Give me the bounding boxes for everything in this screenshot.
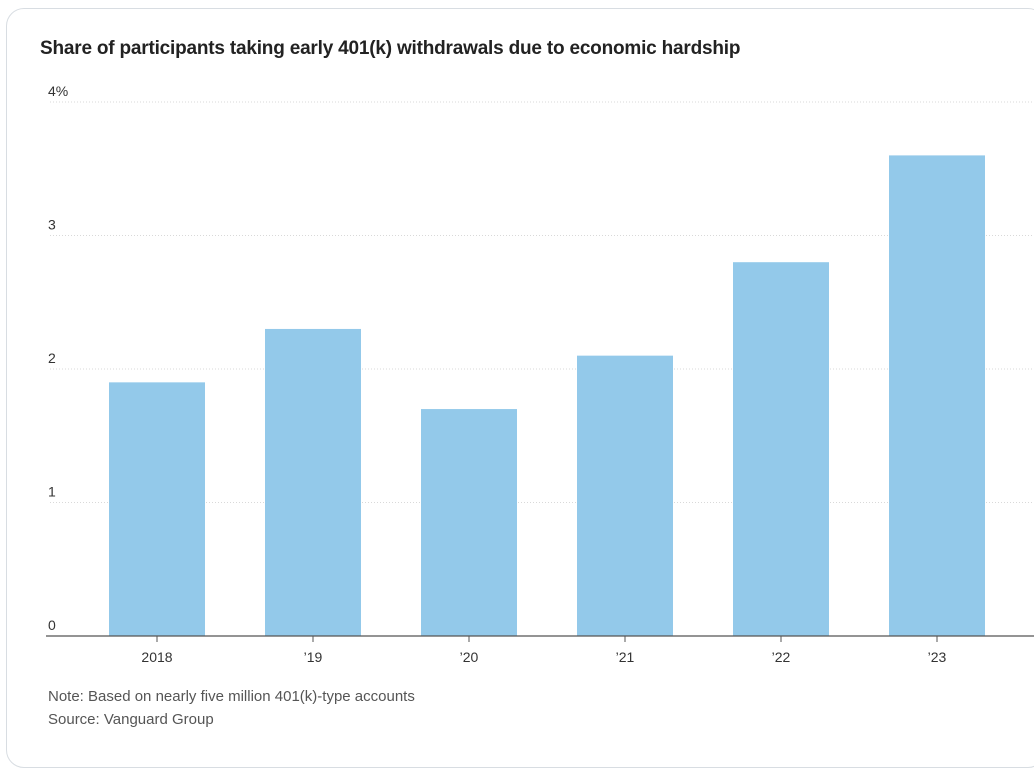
y-tick-label: 0 — [48, 617, 56, 633]
x-tick-label: ’20 — [460, 649, 479, 665]
x-tick-label: ’21 — [616, 649, 635, 665]
chart-source: Source: Vanguard Group — [48, 711, 214, 728]
x-tick-label: ’19 — [304, 649, 323, 665]
bar-0 — [109, 382, 205, 636]
x-axis-ticks: 2018 ’19 ’20 ’21 ’22 ’23 — [141, 636, 947, 665]
chart-title: Share of participants taking early 401(k… — [40, 38, 741, 59]
bar-5 — [889, 155, 985, 636]
bar-1 — [265, 328, 361, 636]
gridlines — [50, 101, 1034, 503]
x-tick-label: 2018 — [141, 649, 172, 665]
y-tick-label: 4% — [48, 83, 68, 99]
bars — [109, 155, 985, 636]
bar-2 — [421, 409, 517, 636]
bar-4 — [733, 262, 829, 636]
y-axis-ticks: 4% 3 2 1 0 — [48, 83, 68, 633]
bar-3 — [577, 355, 673, 636]
y-tick-label: 1 — [48, 484, 56, 500]
x-tick-label: ’23 — [928, 649, 947, 665]
y-tick-label: 3 — [48, 217, 56, 233]
bar-chart: 4% 3 2 1 0 2018 ’19 ’20 ’21 ’22 ’23 — [46, 83, 1034, 665]
chart-note: Note: Based on nearly five million 401(k… — [48, 688, 415, 705]
y-tick-label: 2 — [48, 350, 56, 366]
x-tick-label: ’22 — [772, 649, 791, 665]
